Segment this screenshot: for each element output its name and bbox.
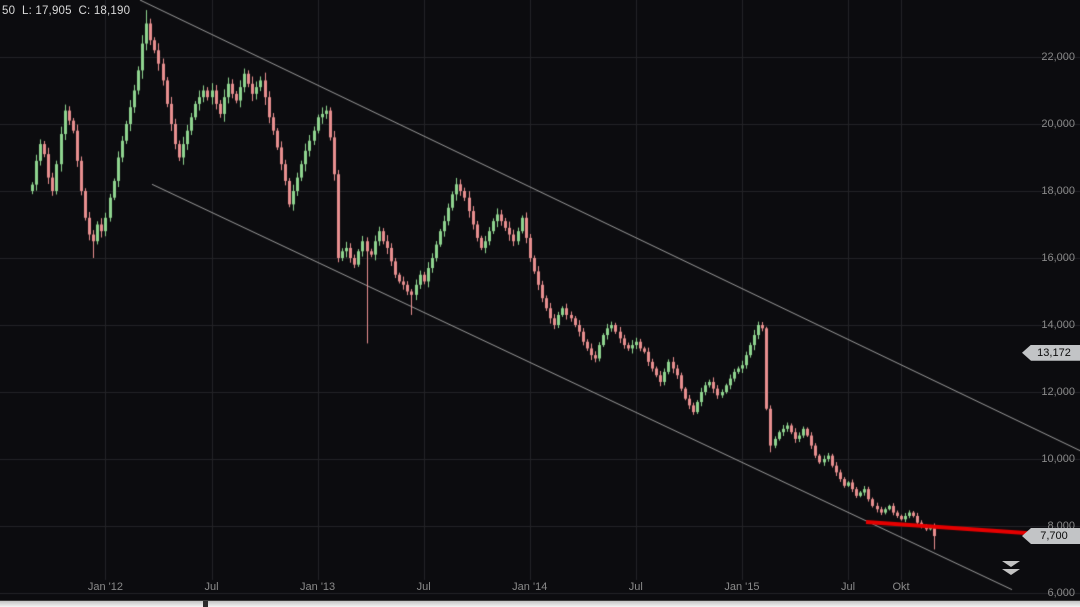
chevron-down-icon [1002,561,1020,567]
x-axis-label: Jan '14 [512,581,548,593]
price-level-tag[interactable]: 13,172 [1022,344,1080,361]
x-axis-label: Jan '12 [87,581,124,593]
price-level-tag[interactable]: 7,700 [1022,528,1080,545]
y-axis-label: 12,000 [1041,385,1075,398]
y-axis-label: 6,000 [1047,586,1075,599]
y-axis-label: 14,000 [1041,318,1075,331]
x-axis-label: Jul [628,581,643,593]
y-axis-label: 18,000 [1041,184,1075,197]
chevron-down-icon [1002,569,1020,575]
y-axis-label: 16,000 [1041,251,1075,264]
x-axis-label: Jul [416,581,431,593]
y-axis-label: 20,000 [1041,117,1075,130]
ohlc-info-text: 50 L: 17,905 C: 18,190 [2,5,131,17]
horizontal-scrollbar[interactable] [0,600,1080,607]
x-axis-label: Okt [892,581,910,593]
scrollbar-notch [203,601,208,607]
x-axis-label: Jul [204,581,219,593]
y-axis-label: 22,000 [1041,50,1075,63]
x-axis-label: Jan '15 [724,581,760,593]
x-axis-label: Jul [840,581,856,593]
scroll-to-latest-icon[interactable] [1002,561,1020,577]
x-axis-label: Jan '13 [300,581,336,593]
y-axis-label: 10,000 [1041,452,1075,465]
